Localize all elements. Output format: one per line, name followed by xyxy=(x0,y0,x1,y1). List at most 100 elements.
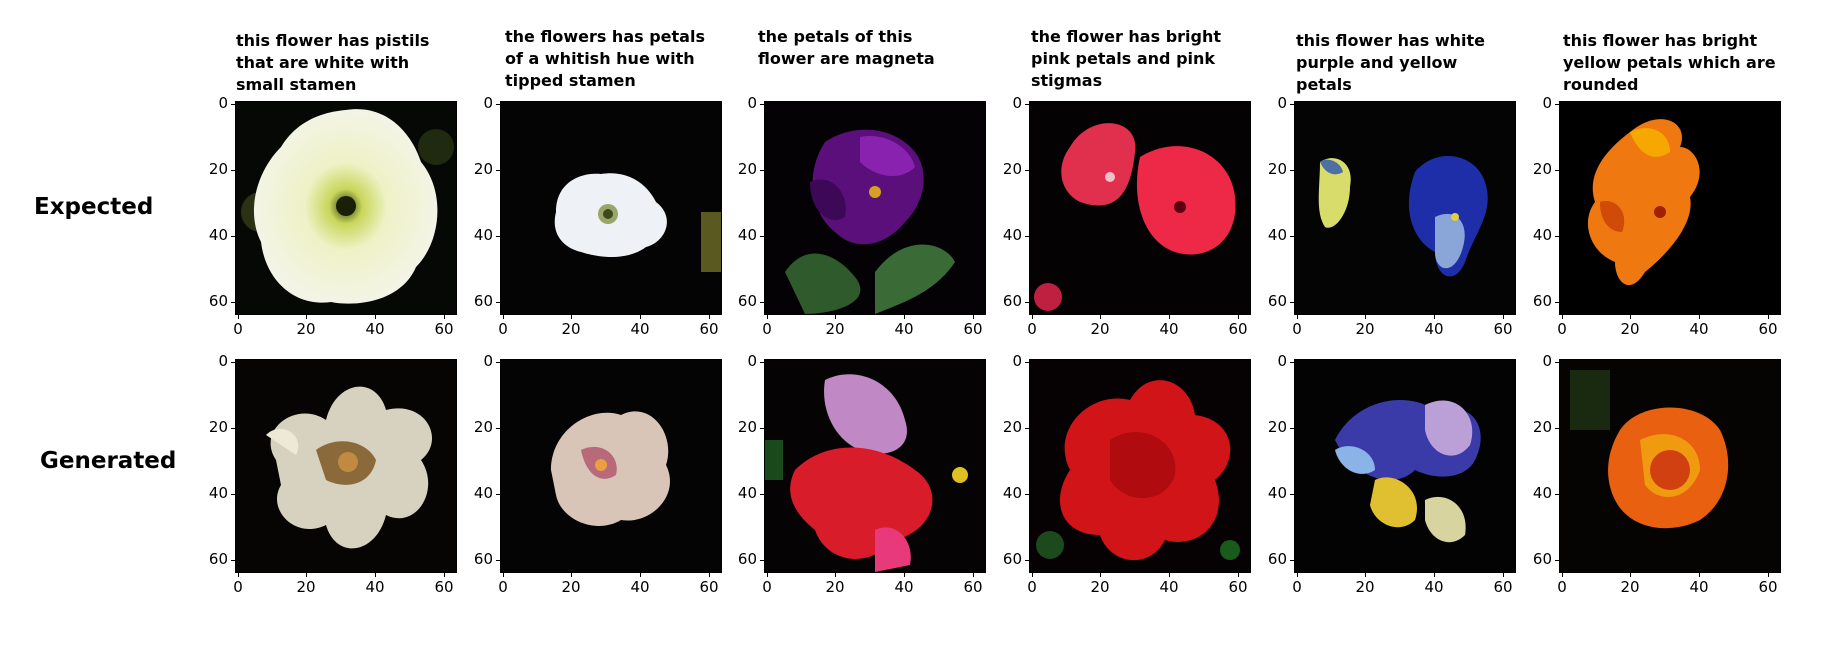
x-tick-label: 0 xyxy=(498,578,508,596)
y-tick-label: 60 xyxy=(1267,292,1287,310)
panel-expected-3 xyxy=(765,102,985,314)
y-tick-label: 20 xyxy=(208,160,228,178)
x-tick-mark xyxy=(444,314,445,319)
panel-generated-6 xyxy=(1560,360,1780,572)
x-tick-label: 20 xyxy=(825,320,845,338)
y-tick-mark xyxy=(496,104,501,105)
y-tick-mark xyxy=(496,560,501,561)
x-tick-mark xyxy=(1032,572,1033,577)
y-tick-label: 20 xyxy=(1532,418,1552,436)
caption-5: this flower has white purple and yellow … xyxy=(1296,31,1485,94)
x-tick-mark xyxy=(973,314,974,319)
x-tick-label: 0 xyxy=(1292,320,1302,338)
x-tick-mark xyxy=(238,314,239,319)
generated-blue-purple-flower-image xyxy=(1295,360,1515,572)
y-tick-mark xyxy=(1025,302,1030,303)
x-tick-mark xyxy=(1503,314,1504,319)
x-tick-mark xyxy=(1630,572,1631,577)
y-tick-mark xyxy=(231,560,236,561)
y-tick-label: 0 xyxy=(1012,352,1022,370)
y-tick-label: 60 xyxy=(737,292,757,310)
x-tick-mark xyxy=(640,314,641,319)
y-tick-label: 20 xyxy=(1267,418,1287,436)
y-tick-label: 0 xyxy=(218,94,228,112)
x-tick-label: 40 xyxy=(365,320,385,338)
y-tick-label: 0 xyxy=(747,94,757,112)
x-tick-label: 40 xyxy=(1689,320,1709,338)
y-tick-label: 0 xyxy=(483,94,493,112)
x-tick-mark xyxy=(1562,314,1563,319)
y-tick-label: 40 xyxy=(208,226,228,244)
x-tick-label: 60 xyxy=(963,320,983,338)
y-tick-label: 40 xyxy=(1267,484,1287,502)
y-tick-mark xyxy=(1025,560,1030,561)
x-tick-label: 20 xyxy=(561,578,581,596)
x-tick-label: 20 xyxy=(1090,578,1110,596)
y-tick-label: 40 xyxy=(737,226,757,244)
y-tick-mark xyxy=(1025,104,1030,105)
y-tick-mark xyxy=(1290,362,1295,363)
x-tick-mark xyxy=(306,314,307,319)
x-tick-mark xyxy=(1297,314,1298,319)
y-tick-label: 40 xyxy=(1532,484,1552,502)
y-tick-label: 60 xyxy=(473,292,493,310)
x-tick-mark xyxy=(571,572,572,577)
y-tick-mark xyxy=(760,302,765,303)
x-tick-mark xyxy=(375,314,376,319)
x-tick-mark xyxy=(1032,314,1033,319)
x-tick-mark xyxy=(973,572,974,577)
x-tick-mark xyxy=(767,572,768,577)
y-tick-label: 40 xyxy=(737,484,757,502)
x-tick-mark xyxy=(1503,572,1504,577)
x-tick-mark xyxy=(306,572,307,577)
y-tick-mark xyxy=(1025,428,1030,429)
x-tick-mark xyxy=(1699,314,1700,319)
y-tick-label: 40 xyxy=(1532,226,1552,244)
x-tick-label: 0 xyxy=(498,320,508,338)
y-tick-label: 0 xyxy=(1012,94,1022,112)
x-tick-label: 0 xyxy=(762,320,772,338)
y-tick-label: 20 xyxy=(1002,418,1022,436)
x-tick-label: 60 xyxy=(1758,578,1778,596)
y-tick-label: 40 xyxy=(208,484,228,502)
y-tick-label: 40 xyxy=(473,226,493,244)
x-tick-mark xyxy=(1434,572,1435,577)
generated-pale-pink-flower-image xyxy=(501,360,721,572)
magenta-flower-image xyxy=(765,102,985,314)
x-tick-mark xyxy=(1768,572,1769,577)
panel-expected-2 xyxy=(501,102,721,314)
y-tick-mark xyxy=(1290,428,1295,429)
white-trumpet-flower-image xyxy=(501,102,721,314)
x-tick-label: 40 xyxy=(365,578,385,596)
x-tick-label: 20 xyxy=(1620,578,1640,596)
x-tick-label: 40 xyxy=(894,578,914,596)
white-flower-image xyxy=(236,102,456,314)
x-tick-label: 60 xyxy=(434,578,454,596)
x-tick-mark xyxy=(1365,314,1366,319)
y-tick-label: 20 xyxy=(1267,160,1287,178)
x-tick-label: 60 xyxy=(699,578,719,596)
x-tick-mark xyxy=(835,314,836,319)
caption-1: this flower has pistils that are white w… xyxy=(236,31,430,94)
x-tick-label: 0 xyxy=(1557,578,1567,596)
y-tick-mark xyxy=(231,104,236,105)
y-tick-mark xyxy=(760,362,765,363)
y-tick-mark xyxy=(760,560,765,561)
x-tick-label: 40 xyxy=(1159,320,1179,338)
y-tick-mark xyxy=(496,236,501,237)
x-tick-label: 20 xyxy=(1620,320,1640,338)
y-tick-mark xyxy=(1290,104,1295,105)
generated-red-purple-flower-image xyxy=(765,360,985,572)
y-tick-label: 20 xyxy=(1532,160,1552,178)
y-tick-label: 0 xyxy=(1542,352,1552,370)
x-tick-label: 0 xyxy=(233,578,243,596)
x-tick-label: 0 xyxy=(1557,320,1567,338)
x-tick-label: 20 xyxy=(296,578,316,596)
y-tick-mark xyxy=(760,170,765,171)
y-tick-mark xyxy=(231,428,236,429)
x-tick-mark xyxy=(503,572,504,577)
y-tick-label: 0 xyxy=(1277,352,1287,370)
x-tick-label: 0 xyxy=(762,578,772,596)
y-tick-label: 0 xyxy=(747,352,757,370)
y-tick-mark xyxy=(1290,236,1295,237)
